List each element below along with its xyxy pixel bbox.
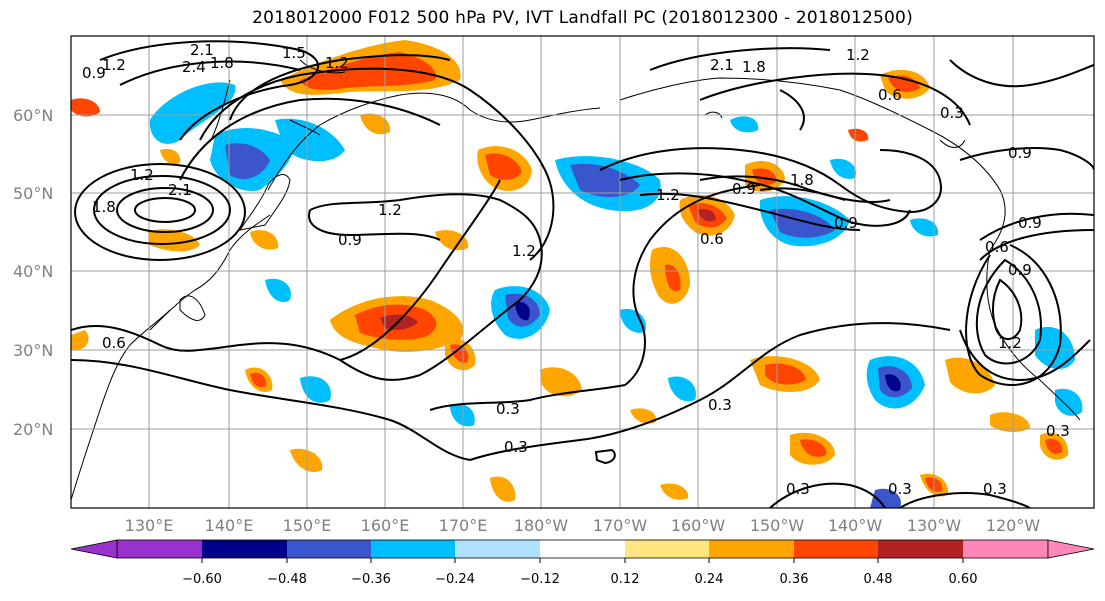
colorbar-tick-label: −0.36 [351, 572, 391, 587]
colorbar-tick-label: 0.60 [949, 572, 978, 587]
lon-label: 150°E [283, 516, 332, 535]
lat-label: 20°N [13, 420, 53, 439]
colorbar-segment [794, 540, 878, 558]
lat-label: 50°N [13, 184, 53, 203]
contour-label: 1.8 [210, 54, 234, 72]
contour-label: 0.3 [983, 480, 1007, 498]
contour-label: 0.6 [985, 238, 1009, 256]
contour-label: 1.2 [846, 46, 870, 64]
latitude-labels: 60°N 50°N 40°N 30°N 20°N [13, 106, 53, 439]
contour-label: 0.3 [940, 104, 964, 122]
lon-label: 170°W [593, 516, 648, 535]
contour-label: 0.9 [834, 214, 858, 232]
contour-label: 0.6 [878, 86, 902, 104]
contour-label: 0.3 [888, 480, 912, 498]
lon-label: 130°W [907, 516, 962, 535]
pv-contours [71, 40, 1094, 508]
contour-label: 0.6 [102, 334, 126, 352]
coastlines [71, 59, 1081, 501]
colorbar-tick-label: 0.24 [695, 572, 724, 587]
lon-label: 150°W [750, 516, 805, 535]
colorbar: −0.60 −0.48 −0.36 −0.24 −0.12 0.12 0.24 … [70, 539, 1095, 587]
colorbar-segment [963, 540, 1048, 558]
contour-label: 0.3 [1046, 422, 1070, 440]
colorbar-segments [116, 539, 1049, 559]
lon-label: 170°E [439, 516, 488, 535]
colorbar-tick-label: 0.48 [864, 572, 893, 587]
contour-label: 1.2 [512, 242, 536, 260]
colorbar-min-arrow [70, 539, 118, 559]
contour-label: 0.9 [1008, 144, 1032, 162]
colorbar-tick-label: 0.12 [611, 572, 640, 587]
contour-label: 0.3 [504, 438, 528, 456]
colorbar-segment [455, 540, 540, 558]
colorbar-tick-label: −0.48 [267, 572, 307, 587]
lon-label: 130°E [125, 516, 174, 535]
colorbar-tick-label: 0.36 [780, 572, 809, 587]
lon-label: 160°W [671, 516, 726, 535]
colorbar-tick-label: −0.12 [520, 572, 560, 587]
longitude-labels: 130°E 140°E 150°E 160°E 170°E 180°W 170°… [125, 516, 1041, 535]
colorbar-segment [117, 540, 202, 558]
contour-label: 1.5 [282, 44, 306, 62]
colorbar-segment [625, 540, 709, 558]
contour-label: 0.6 [700, 230, 724, 248]
lon-label: 160°E [361, 516, 410, 535]
contour-label: 1.2 [102, 56, 126, 74]
contour-label: 1.8 [790, 171, 814, 189]
contour-label: 0.9 [1008, 261, 1032, 279]
colorbar-segment [709, 540, 794, 558]
contour-label: 0.3 [786, 480, 810, 498]
lon-label: 140°E [205, 516, 254, 535]
contour-label: 1.2 [378, 201, 402, 219]
lon-label: 140°W [828, 516, 883, 535]
contour-label: 0.3 [496, 400, 520, 418]
colorbar-tick-labels: −0.60 −0.48 −0.36 −0.24 −0.12 0.12 0.24 … [182, 572, 977, 587]
contour-label: 0.9 [82, 64, 106, 82]
gridlines [71, 36, 1094, 508]
colorbar-segment [371, 540, 455, 558]
ivt-shading-negative [149, 82, 1083, 508]
colorbar-tick-label: −0.24 [435, 572, 475, 587]
lat-label: 40°N [13, 262, 53, 281]
colorbar-tick-label: −0.60 [182, 572, 222, 587]
map-frame [70, 35, 1095, 509]
contour-label: 2.4 [182, 58, 206, 76]
contour-label: 2.1 [710, 56, 734, 74]
contour-label: 1.2 [325, 54, 349, 72]
colorbar-segment [540, 540, 625, 558]
colorbar-segment [878, 540, 963, 558]
contour-label: 1.8 [742, 58, 766, 76]
lon-label: 180°W [514, 516, 569, 535]
contour-label: 1.2 [130, 166, 154, 184]
colorbar-segment [202, 540, 287, 558]
lon-label: 120°W [986, 516, 1041, 535]
lat-label: 60°N [13, 106, 53, 125]
contour-label: 0.9 [732, 180, 756, 198]
lat-label: 30°N [13, 341, 53, 360]
colorbar-max-arrow [1047, 539, 1095, 559]
map-title: 2018012000 F012 500 hPa PV, IVT Landfall… [252, 8, 913, 28]
contour-label: 1.2 [656, 186, 680, 204]
contour-label: 2.1 [168, 181, 192, 199]
contour-label: 2.1 [190, 41, 214, 59]
contour-labels: 0.9 1.2 2.4 2.1 1.5 1.8 1.2 2.1 1.8 0.6 … [82, 41, 1070, 498]
colorbar-segment [287, 540, 371, 558]
contour-label: 0.9 [338, 231, 362, 249]
contour-label: 0.9 [1018, 214, 1042, 232]
colorbar-ticks [201, 558, 964, 563]
contour-label: 1.8 [92, 198, 116, 216]
contour-label: 0.3 [708, 396, 732, 414]
contour-label: 1.2 [998, 334, 1022, 352]
